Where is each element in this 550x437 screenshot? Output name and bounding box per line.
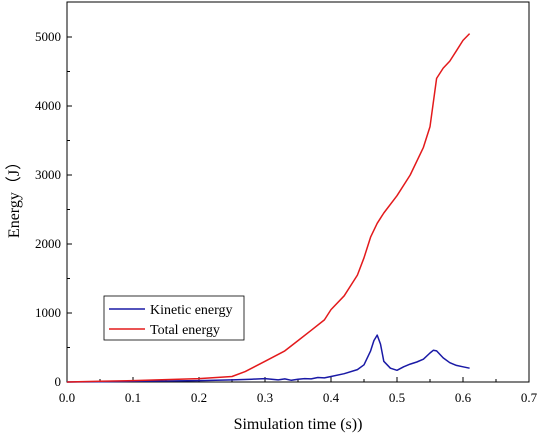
x-tick-label: 0.4 <box>323 390 340 405</box>
x-tick-label: 0.2 <box>191 390 207 405</box>
y-tick-label: 0 <box>55 374 62 389</box>
x-tick-label: 0.1 <box>125 390 141 405</box>
y-tick-label: 2000 <box>35 236 61 251</box>
legend-kinetic-label: Kinetic energy <box>150 303 233 318</box>
series-layer <box>66 33 471 383</box>
x-tick-label: 0.3 <box>257 390 273 405</box>
y-axis-title: Energy（J） <box>5 154 23 238</box>
total-energy-line <box>66 33 471 383</box>
kinetic-energy-line <box>66 334 470 383</box>
x-tick-label: 0.5 <box>389 390 405 405</box>
legend-total-label: Total energy <box>150 323 220 338</box>
x-tick-label: 0.6 <box>455 390 472 405</box>
y-tick-label: 5000 <box>35 29 61 44</box>
y-tick-label: 4000 <box>35 98 61 113</box>
axis-ticks: 0.0 0.1 0.2 0.3 0.4 0.5 0.6 0.7 0 1000 2000 3000 400… <box>35 29 538 405</box>
y-tick-label: 1000 <box>35 305 61 320</box>
x-tick-label: 0.0 <box>59 390 75 405</box>
y-tick-label: 3000 <box>35 167 61 182</box>
legend: Kinetic energy Total energy <box>103 295 245 341</box>
x-axis-title: Simulation time (s)) <box>234 416 363 433</box>
legend-box <box>103 295 245 341</box>
x-tick-label: 0.7 <box>521 390 538 405</box>
